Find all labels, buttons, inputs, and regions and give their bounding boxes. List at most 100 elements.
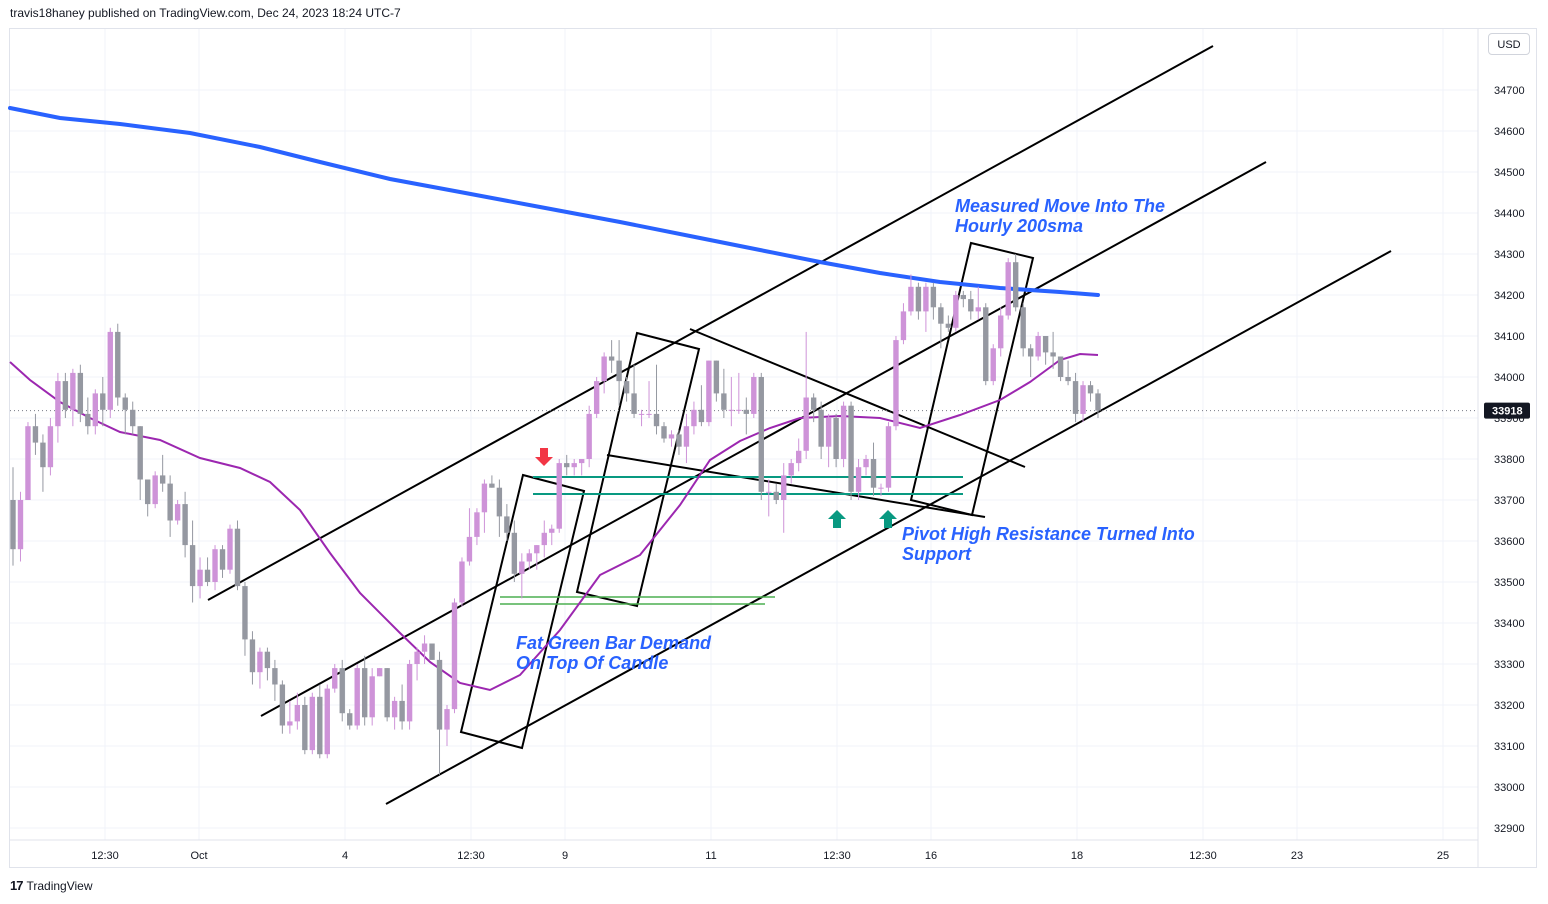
time-tick-label: 12:30 — [457, 850, 485, 862]
candle-body — [549, 528, 555, 533]
candle — [713, 360, 720, 402]
candle — [55, 372, 61, 443]
candle-body — [631, 393, 637, 414]
candle-body — [317, 696, 323, 755]
candle — [1005, 258, 1011, 320]
candle-body — [25, 426, 31, 500]
candle-body — [534, 545, 540, 554]
candle-body — [638, 413, 645, 415]
candle — [324, 684, 330, 759]
candle-body — [526, 553, 533, 562]
candle — [47, 418, 54, 476]
candle — [1057, 356, 1064, 382]
candle-body — [55, 381, 61, 427]
candle — [519, 553, 525, 599]
currency-button[interactable]: USD — [1488, 33, 1530, 55]
descending-trendline — [606, 454, 986, 518]
price-tick-label: 33700 — [1494, 495, 1525, 507]
candle-body — [840, 405, 847, 459]
candle-body — [571, 463, 577, 468]
candle-body — [399, 700, 405, 722]
candle-body — [287, 721, 293, 726]
time-tick-label: 25 — [1437, 850, 1449, 862]
candle — [189, 520, 196, 603]
candle — [668, 430, 675, 447]
candle-body — [541, 532, 547, 546]
candle — [137, 426, 143, 500]
candle — [638, 409, 645, 427]
candle-body — [1065, 377, 1071, 382]
candle-body — [354, 668, 360, 726]
candle — [601, 352, 607, 394]
candle-body — [1072, 381, 1079, 414]
candle-body — [197, 569, 203, 587]
candle-body — [1080, 385, 1086, 414]
candle-body — [616, 360, 622, 382]
candle-body — [848, 405, 854, 492]
candle — [818, 401, 824, 459]
candle-body — [795, 450, 802, 464]
candle — [317, 684, 323, 759]
candle — [795, 438, 802, 472]
arrow-shaft — [884, 519, 892, 528]
candle — [526, 549, 533, 570]
candle-body — [578, 459, 585, 464]
candle-body — [556, 463, 562, 529]
candle — [825, 413, 832, 468]
candle-body — [376, 668, 383, 677]
candle — [25, 422, 31, 500]
candle — [945, 315, 952, 332]
candle — [1012, 254, 1019, 312]
price-tick-label: 34600 — [1494, 126, 1525, 138]
annotation-text: Support — [902, 544, 972, 564]
candle-body — [92, 393, 99, 427]
candle — [481, 479, 488, 533]
candle-body — [781, 475, 787, 500]
candle-body — [586, 413, 592, 459]
candle — [249, 631, 256, 685]
candle — [1020, 303, 1026, 357]
candle — [743, 397, 750, 435]
candle — [384, 668, 390, 722]
candle — [122, 393, 128, 435]
candle — [504, 504, 510, 541]
candle — [706, 360, 712, 427]
time-axis: 12:30 Oct 4 12:30 9 11 12:30 16 18 12:30 23 25 — [91, 850, 1449, 862]
candle-body — [990, 348, 996, 382]
candle-body — [421, 643, 428, 652]
candle-body — [1005, 262, 1011, 316]
candle — [968, 290, 974, 320]
time-tick-label: 4 — [342, 850, 348, 862]
candle-body — [152, 475, 158, 505]
candle — [878, 483, 884, 496]
candle-body — [825, 418, 832, 447]
price-tick-label: 33000 — [1494, 782, 1525, 794]
candle-body — [85, 413, 91, 427]
candle — [728, 377, 735, 427]
candle — [736, 372, 742, 414]
candle-body — [451, 602, 458, 710]
candle-body — [436, 659, 443, 730]
candle — [152, 471, 158, 509]
candle-body — [721, 393, 727, 410]
candle-body — [728, 409, 735, 411]
candle-body — [766, 491, 772, 493]
candle — [930, 282, 937, 320]
candle-body — [219, 549, 226, 570]
candle-body — [683, 426, 690, 447]
candle-body — [264, 651, 271, 669]
candle-body — [601, 356, 607, 382]
candle-body — [1050, 352, 1056, 357]
tradingview-footer[interactable]: 17 TradingView — [10, 878, 93, 893]
arrow-up-icon — [828, 510, 846, 528]
candle-body — [564, 463, 570, 468]
candle-body — [593, 381, 600, 414]
candle-body — [309, 696, 316, 751]
candle — [1095, 389, 1101, 418]
candle-body — [706, 360, 712, 423]
candle — [556, 459, 562, 533]
candle — [998, 307, 1004, 357]
candle-body — [833, 418, 839, 459]
candle-body — [130, 409, 136, 427]
